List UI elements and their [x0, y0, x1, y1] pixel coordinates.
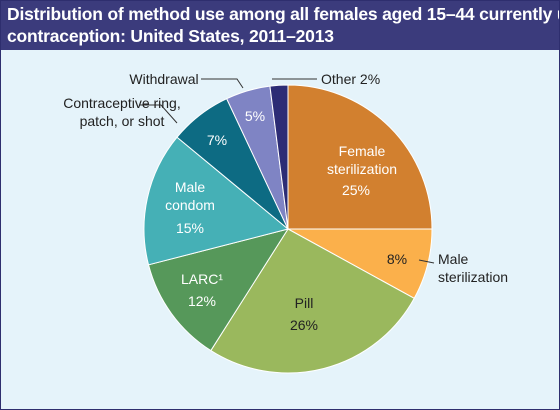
slice-value-withdrawal: 5% [245, 108, 265, 124]
slice-label-contraceptive-ring-patch-or-shot: Contraceptive ring, patch, or shot [63, 95, 181, 129]
chart-title-bar: Distribution of method use among all fem… [1, 1, 559, 50]
slice-value-male-condom: 15% [176, 220, 204, 236]
slice-label-male-sterilization: Male sterilization [438, 251, 508, 285]
slice-value-contraceptive-ring-patch-or-shot: 7% [207, 132, 227, 148]
pie-slice-male-condom [143, 136, 290, 266]
pie-slice-larc [147, 228, 290, 352]
leader-lines [140, 78, 435, 264]
slice-value-male-sterilization: 8% [387, 251, 407, 267]
slice-label-pill: Pill [295, 295, 314, 311]
pie-slice-other [269, 84, 289, 230]
leader-line-male-sterilization [418, 259, 435, 264]
pie-chart: Female sterilization 25% Male sterilization 8… [63, 71, 508, 374]
slice-value-larc: 12% [188, 293, 216, 309]
pie-slice-pill [210, 228, 415, 374]
slice-label-larc: LARC¹ [181, 271, 223, 287]
leader-line-withdrawal [201, 78, 244, 89]
pie-slice-female-sterilization [287, 84, 433, 230]
slice-label-female-sterilization: Female sterilization [327, 143, 397, 177]
slice-value-pill: 26% [290, 317, 318, 333]
slice-label-withdrawal: Withdrawal [129, 71, 198, 87]
pie-slices [143, 84, 433, 374]
chart-title-line-2: contraception: United States, 2011–2013 [7, 26, 334, 46]
slice-labels: Female sterilization 25% Male sterilization 8… [63, 71, 508, 333]
slice-label-male-condom: Male condom [165, 179, 215, 213]
leader-line-contraceptive-ring-patch-or-shot [140, 104, 178, 124]
slice-label-other: Other 2% [321, 71, 380, 87]
chart-title-line-1: Distribution of method use among all fem… [7, 4, 560, 24]
slice-value-female-sterilization: 25% [342, 182, 370, 198]
